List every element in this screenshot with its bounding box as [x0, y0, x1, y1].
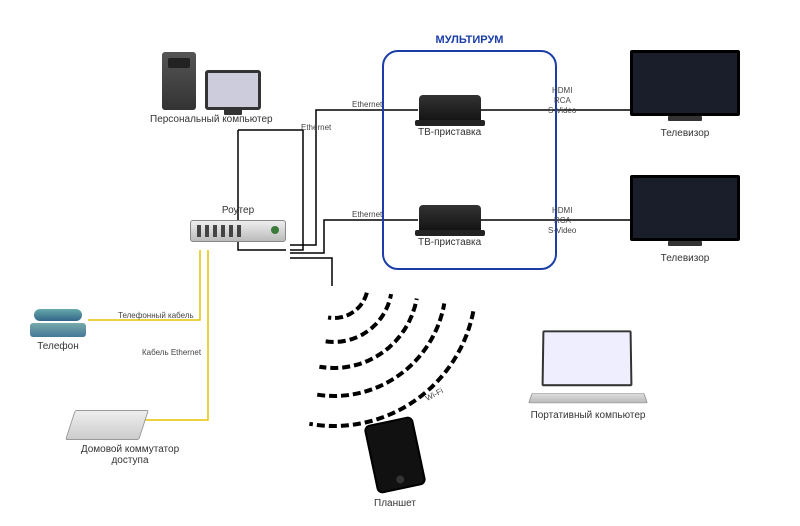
settop-1-node: ТВ-приставка [418, 95, 481, 138]
conn-eth-stb1: Ethernet [352, 100, 382, 109]
router-label: Роутер [190, 205, 286, 216]
settop-2-icon [419, 205, 481, 233]
switch-node: Домовой коммутатор доступа [70, 410, 190, 466]
pc-tower-icon [162, 52, 196, 110]
tv-2-node: Телевизор [630, 175, 740, 264]
tablet-node: Планшет [370, 420, 420, 509]
laptop-label: Портативный компьютер [530, 410, 646, 421]
conn-av1-hdmi: HDMI [552, 86, 572, 95]
phone-node: Телефон [30, 305, 86, 352]
laptop-node: Портативный компьютер [530, 330, 646, 421]
tablet-label: Планшет [370, 498, 420, 509]
switch-label: Домовой коммутатор доступа [70, 444, 190, 466]
conn-av2-rca: RCA [554, 216, 571, 225]
conn-av2-sv: S-Video [548, 226, 576, 235]
tv-1-node: Телевизор [630, 50, 740, 139]
conn-av2-hdmi: HDMI [552, 206, 572, 215]
settop-2-node: ТВ-приставка [418, 205, 481, 248]
settop-2-label: ТВ-приставка [418, 237, 481, 248]
conn-av1-sv: S-Video [548, 106, 576, 115]
phone-icon [30, 305, 86, 337]
tv-2-icon [630, 175, 740, 241]
conn-eth-cable: Кабель Ethernet [142, 348, 201, 357]
conn-eth-pc: Ethernet [301, 123, 331, 132]
network-diagram: { "title": "МУЛЬТИРУМ", "colors": { "mul… [0, 0, 800, 526]
pc-label: Персональный компьютер [150, 114, 273, 125]
phone-label: Телефон [30, 341, 86, 352]
settop-1-label: ТВ-приставка [418, 127, 481, 138]
pc-node: Персональный компьютер [150, 52, 273, 125]
tv-1-icon [630, 50, 740, 116]
settop-1-icon [419, 95, 481, 123]
router-icon [190, 220, 286, 242]
pc-monitor-icon [205, 70, 261, 110]
conn-tel: Телефонный кабель [118, 311, 194, 320]
tablet-icon [363, 416, 426, 495]
switch-icon [65, 410, 149, 440]
router-node: Роутер [190, 205, 286, 242]
conn-eth-stb2: Ethernet [352, 210, 382, 219]
laptop-icon [530, 330, 646, 406]
multiroom-title: МУЛЬТИРУМ [436, 34, 504, 46]
tv-2-label: Телевизор [630, 253, 740, 264]
conn-av1-rca: RCA [554, 96, 571, 105]
tv-1-label: Телевизор [630, 128, 740, 139]
